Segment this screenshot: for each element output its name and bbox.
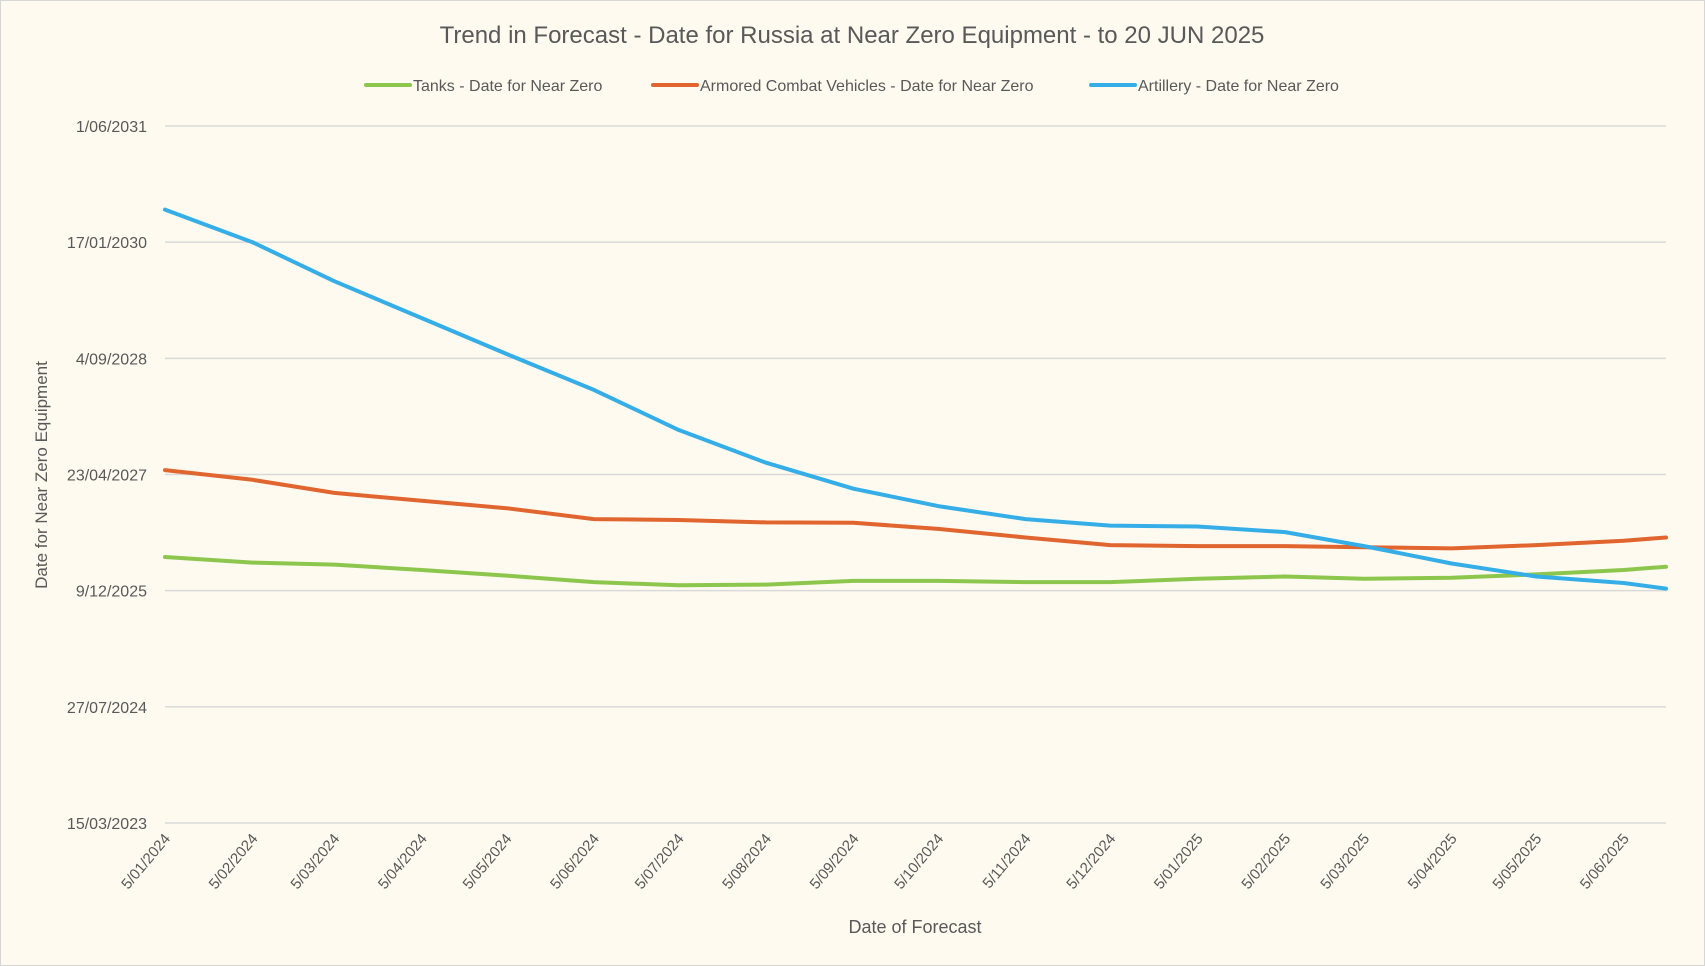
y-tick-label: 1/06/2031 bbox=[76, 119, 147, 136]
y-tick-label: 4/09/2028 bbox=[76, 351, 147, 368]
y-tick-label: 23/04/2027 bbox=[67, 468, 147, 485]
legend-label: Armored Combat Vehicles - Date for Near … bbox=[700, 78, 1034, 95]
x-tick-label: 5/05/2025 bbox=[1489, 831, 1545, 893]
x-tick-label: 5/04/2025 bbox=[1405, 831, 1461, 893]
x-axis-tick-labels: 5/01/2024 5/02/2024 5/03/2024 5/04/2024 5/05… bbox=[118, 831, 1633, 893]
y-axis-title: Date for Near Zero Equipment bbox=[32, 361, 51, 589]
legend-item: Artillery - Date for Near Zero bbox=[1089, 78, 1339, 95]
x-tick-label: 5/07/2024 bbox=[632, 831, 688, 893]
legend-label: Artillery - Date for Near Zero bbox=[1138, 78, 1339, 95]
x-axis-title: Date of Forecast bbox=[848, 917, 981, 937]
x-tick-label: 5/10/2024 bbox=[891, 831, 947, 893]
legend: Tanks - Date for Near Zero Armored Combat… bbox=[364, 78, 1339, 95]
y-axis-tick-labels: 15/03/2023 27/07/2024 9/12/2025 23/04/2027 4… bbox=[67, 119, 147, 833]
x-tick-label: 5/06/2025 bbox=[1577, 831, 1633, 893]
x-tick-label: 5/01/2024 bbox=[118, 831, 174, 893]
series-line-0 bbox=[163, 555, 1668, 588]
x-tick-label: 5/04/2024 bbox=[375, 831, 431, 893]
gridlines bbox=[165, 125, 1666, 824]
legend-item: Armored Combat Vehicles - Date for Near … bbox=[651, 78, 1034, 95]
x-tick-label: 5/02/2024 bbox=[206, 831, 262, 893]
x-tick-label: 5/08/2024 bbox=[719, 831, 775, 893]
y-tick-label: 17/01/2030 bbox=[67, 235, 147, 252]
x-tick-label: 5/06/2024 bbox=[547, 831, 603, 893]
x-tick-label: 5/11/2024 bbox=[979, 831, 1034, 892]
x-tick-label: 5/05/2024 bbox=[460, 831, 516, 893]
x-tick-label: 5/09/2024 bbox=[807, 831, 863, 893]
x-tick-label: 5/03/2025 bbox=[1317, 831, 1373, 893]
legend-label: Tanks - Date for Near Zero bbox=[413, 78, 603, 95]
x-tick-label: 5/02/2025 bbox=[1238, 831, 1294, 893]
y-tick-label: 9/12/2025 bbox=[76, 584, 147, 601]
x-tick-label: 5/12/2024 bbox=[1063, 831, 1119, 893]
x-tick-label: 5/01/2025 bbox=[1151, 831, 1207, 893]
y-tick-label: 27/07/2024 bbox=[67, 700, 147, 717]
series-line-1 bbox=[163, 468, 1668, 551]
y-tick-label: 15/03/2023 bbox=[67, 816, 147, 833]
chart-title: Trend in Forecast - Date for Russia at N… bbox=[440, 22, 1265, 49]
series-lines bbox=[163, 207, 1668, 591]
x-tick-label: 5/03/2024 bbox=[287, 831, 343, 893]
series-line-2 bbox=[163, 207, 1668, 591]
legend-item: Tanks - Date for Near Zero bbox=[364, 78, 603, 95]
